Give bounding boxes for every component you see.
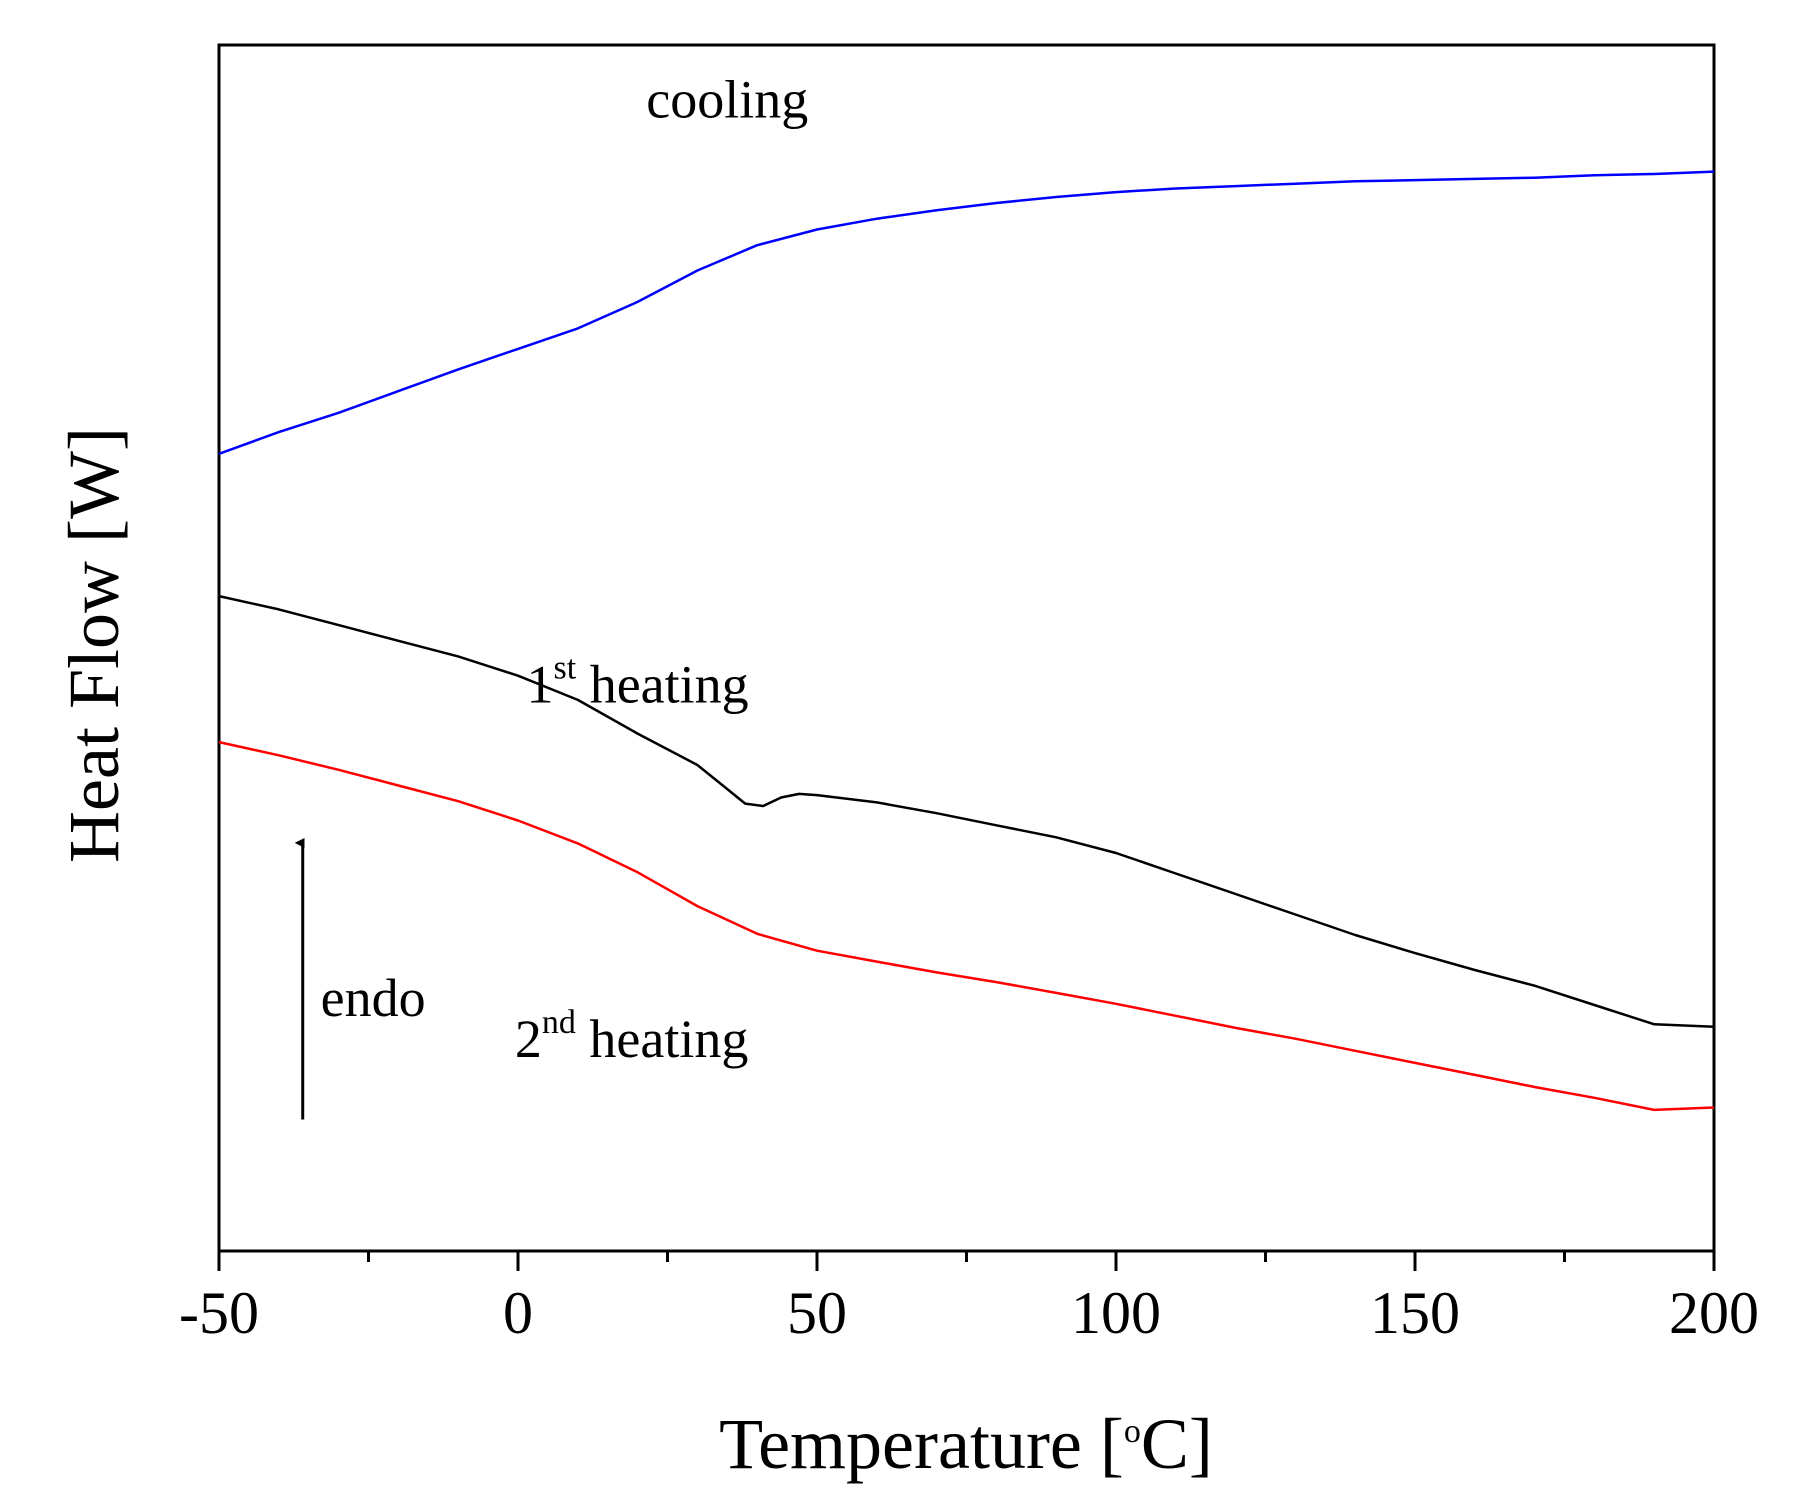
x-axis-title-sup: o (1124, 1413, 1141, 1450)
x-axis-ticks: -50 0 50 100 150 200 (179, 1251, 1759, 1346)
x-tick-label: 100 (1071, 1280, 1161, 1346)
x-axis-title: Temperature [oC] (719, 1404, 1213, 1484)
x-tick-label: 150 (1370, 1280, 1460, 1346)
cooling-label: cooling (646, 69, 808, 129)
plot-frame (217, 43, 1716, 1253)
x-axis-title-post: C] (1141, 1404, 1213, 1484)
first-heating-label-sup: st (554, 649, 577, 686)
second-heating-label-sup: nd (542, 1004, 576, 1041)
y-axis-title: Heat Flow [W] (54, 427, 134, 863)
x-tick-label: 200 (1669, 1280, 1759, 1346)
endo-label: endo (321, 968, 426, 1028)
second-heating-label-rest: heating (576, 1009, 748, 1069)
x-tick-label: -50 (179, 1280, 259, 1346)
series-line-1st-heating (218, 594, 1715, 1028)
first-heating-label-main: 1 (527, 654, 554, 714)
series-line-cooling (218, 170, 1715, 455)
series-layer (218, 170, 1715, 1112)
x-tick-label: 50 (787, 1280, 847, 1346)
x-axis-title-pre: Temperature [ (719, 1404, 1124, 1484)
first-heating-label-rest: heating (576, 654, 748, 714)
second-heating-label-main: 2 (515, 1009, 542, 1069)
x-tick-label: 0 (503, 1280, 533, 1346)
second-heating-label: 2nd heating (515, 1004, 748, 1069)
first-heating-label: 1st heating (527, 649, 749, 714)
series-line-2nd-heating (218, 740, 1715, 1112)
